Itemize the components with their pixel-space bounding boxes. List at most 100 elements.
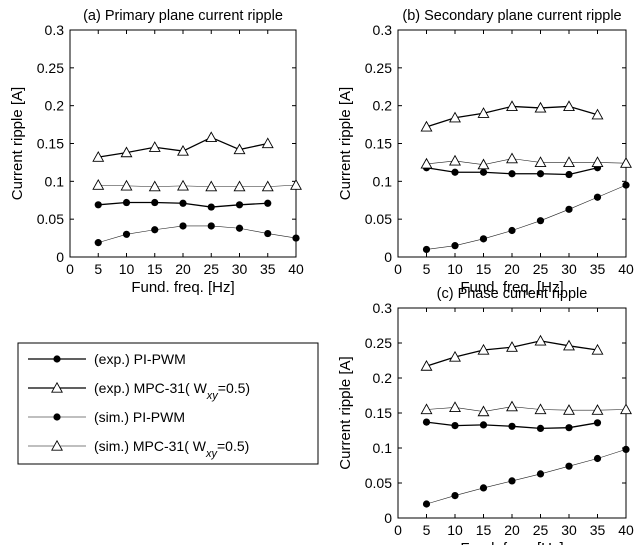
- y-tick-label: 0.15: [365, 405, 392, 421]
- data-point: [451, 492, 459, 500]
- data-point: [292, 234, 300, 242]
- legend-label: (exp.) PI-PWM: [94, 351, 186, 367]
- data-point: [620, 157, 632, 168]
- data-point: [622, 181, 630, 189]
- legend-subscript: xy: [205, 448, 219, 460]
- series-3: [94, 222, 300, 247]
- legend-text-tail: =0.5): [217, 438, 249, 454]
- y-axis-label: Current ripple [A]: [9, 87, 26, 200]
- x-tick-label: 30: [232, 261, 248, 277]
- x-tick-label: 30: [561, 522, 577, 538]
- data-point: [479, 235, 488, 243]
- series-4: [420, 400, 632, 417]
- data-point: [177, 144, 189, 156]
- series-4: [92, 178, 302, 192]
- y-tick-label: 0.3: [45, 22, 65, 38]
- data-point: [420, 120, 433, 132]
- data-point: [233, 143, 246, 155]
- legend-text: (exp.) PI-PWM: [94, 351, 186, 367]
- x-tick-label: 15: [476, 522, 492, 538]
- data-point: [591, 404, 604, 415]
- legend-marker: [53, 355, 61, 363]
- y-tick-label: 0: [384, 510, 392, 526]
- series-4: [420, 152, 632, 170]
- x-tick-label: 15: [147, 261, 163, 277]
- data-point: [151, 226, 159, 234]
- data-point: [261, 137, 274, 149]
- x-tick-label: 25: [533, 522, 549, 538]
- data-point: [422, 245, 431, 254]
- data-point: [479, 421, 488, 429]
- legend-label: (sim.) PI-PWM: [94, 409, 185, 425]
- data-point: [449, 350, 461, 362]
- subplot-b: (b) Secondary plane current ripple 0 5 10 15…: [337, 8, 634, 296]
- data-point: [534, 403, 547, 415]
- data-point: [591, 343, 604, 355]
- x-tick-label: 10: [447, 261, 463, 277]
- data-point: [477, 107, 490, 118]
- data-point: [563, 339, 575, 351]
- data-point: [593, 419, 602, 427]
- data-point: [536, 170, 545, 178]
- data-point: [451, 168, 459, 176]
- x-tick-label: 0: [66, 261, 74, 277]
- x-axis-label: Fund. freq. [Hz]: [460, 279, 563, 296]
- legend-text-tail: =0.5): [218, 380, 250, 396]
- data-point: [235, 224, 244, 232]
- axes-frame: [397, 307, 627, 519]
- x-tick-label: 5: [423, 522, 431, 538]
- data-point: [534, 334, 547, 346]
- x-tick-label: 10: [119, 261, 135, 277]
- data-point: [565, 424, 573, 432]
- data-point: [449, 111, 461, 123]
- data-point: [451, 422, 459, 430]
- data-point: [536, 424, 545, 432]
- data-point: [563, 404, 575, 415]
- data-point: [477, 343, 490, 355]
- data-point: [94, 201, 102, 209]
- data-point: [261, 180, 274, 192]
- legend-marker: [53, 413, 61, 421]
- legend-label: (exp.) MPC-31( Wxy=0.5): [94, 380, 250, 402]
- data-point: [264, 229, 272, 238]
- x-tick-label: 35: [590, 261, 606, 277]
- x-tick-label: 25: [203, 261, 219, 277]
- y-tick-label: 0.25: [365, 60, 392, 76]
- data-point: [120, 179, 133, 191]
- series-2: [92, 131, 274, 162]
- data-point: [477, 405, 490, 417]
- legend-entry: (exp.) PI-PWM: [28, 351, 186, 367]
- legend-label: (sim.) MPC-31( Wxy=0.5): [94, 438, 249, 460]
- data-point: [477, 158, 490, 170]
- data-point: [534, 101, 547, 113]
- x-tick-label: 5: [94, 261, 102, 277]
- y-tick-label: 0.05: [365, 475, 392, 491]
- data-point: [92, 178, 105, 190]
- data-point: [177, 179, 189, 191]
- series-line: [98, 225, 297, 243]
- subplot-a: (a) Primary plane current ripple 0 5 10 15 20…: [9, 8, 304, 296]
- x-axis-label: Fund. freq. [Hz]: [460, 540, 563, 545]
- data-point: [179, 199, 187, 207]
- x-tick-label: 35: [590, 522, 606, 538]
- x-tick-label: 40: [288, 261, 304, 277]
- chart-title: (b) Secondary plane current ripple: [402, 8, 621, 24]
- y-tick-label: 0: [384, 249, 392, 265]
- data-point: [506, 400, 518, 412]
- data-point: [449, 401, 461, 413]
- data-point: [148, 141, 161, 152]
- y-tick-label: 0.05: [365, 211, 392, 227]
- data-point: [151, 198, 159, 207]
- data-point: [508, 170, 516, 178]
- data-point: [591, 108, 604, 120]
- series-line: [426, 158, 627, 165]
- y-tick-label: 0.15: [37, 136, 64, 152]
- x-tick-label: 40: [618, 261, 634, 277]
- y-tick-label: 0.2: [45, 98, 65, 114]
- data-point: [207, 203, 215, 211]
- series-2: [420, 100, 604, 132]
- data-point: [122, 230, 131, 238]
- x-axis-label: Fund. freq. [Hz]: [131, 279, 234, 296]
- x-tick-label: 40: [618, 522, 634, 538]
- data-point: [205, 180, 218, 192]
